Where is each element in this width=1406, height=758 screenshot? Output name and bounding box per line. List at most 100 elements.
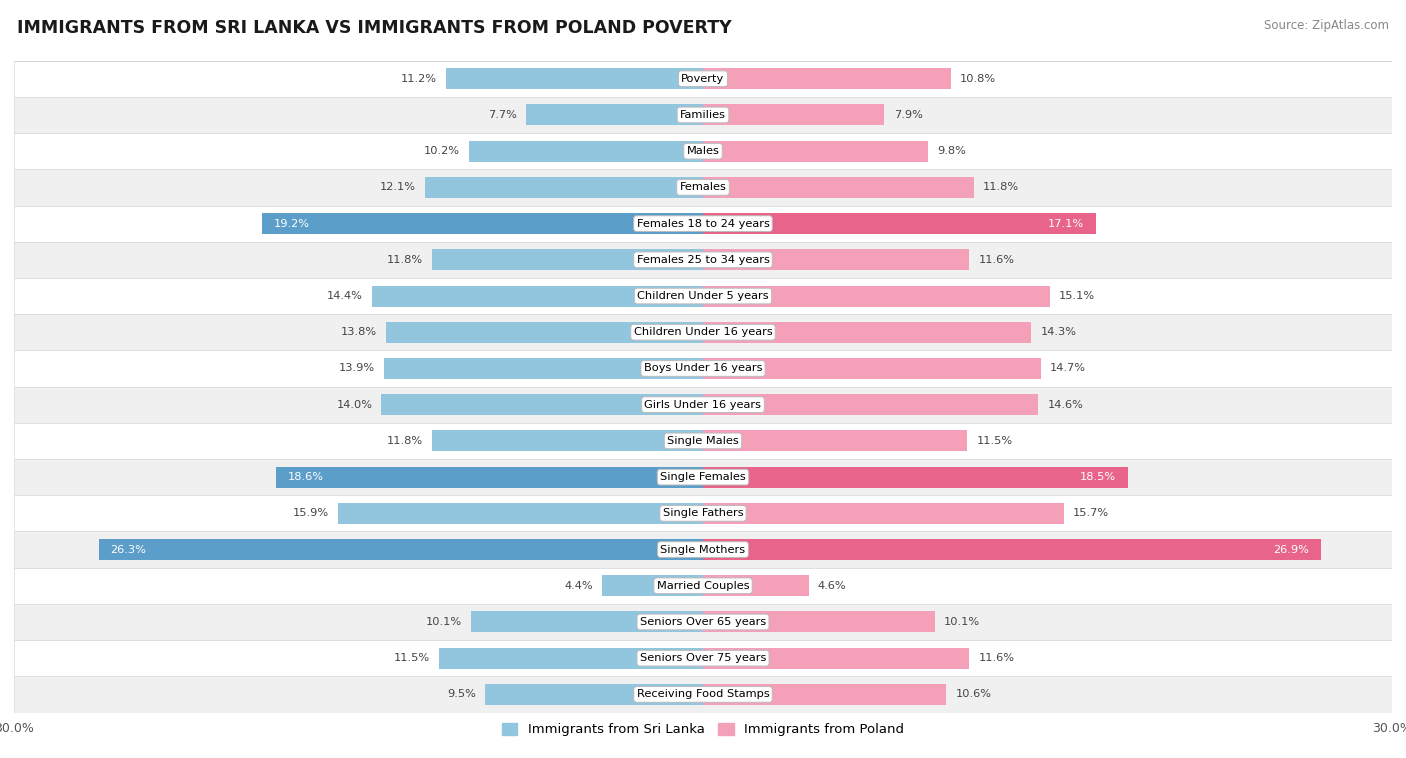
Text: 10.8%: 10.8% (960, 74, 997, 83)
Bar (703, 68, 950, 89)
Text: 15.9%: 15.9% (292, 509, 329, 518)
Text: 4.4%: 4.4% (564, 581, 593, 590)
Bar (468, 141, 703, 161)
Text: 12.1%: 12.1% (380, 183, 416, 193)
Text: 7.9%: 7.9% (894, 110, 922, 120)
Bar (14, 423, 1392, 459)
Text: Children Under 16 years: Children Under 16 years (634, 327, 772, 337)
Bar (14, 531, 1392, 568)
Text: Married Couples: Married Couples (657, 581, 749, 590)
Bar (703, 612, 935, 632)
Text: 14.0%: 14.0% (336, 399, 373, 409)
Bar (703, 467, 1128, 487)
Text: Receiving Food Stamps: Receiving Food Stamps (637, 690, 769, 700)
Text: Single Mothers: Single Mothers (661, 544, 745, 555)
Text: 11.8%: 11.8% (387, 436, 423, 446)
Bar (439, 647, 703, 669)
Text: 19.2%: 19.2% (274, 218, 309, 229)
Text: Source: ZipAtlas.com: Source: ZipAtlas.com (1264, 19, 1389, 32)
Bar (387, 321, 703, 343)
Text: 7.7%: 7.7% (488, 110, 517, 120)
Bar (703, 431, 967, 452)
Legend: Immigrants from Sri Lanka, Immigrants from Poland: Immigrants from Sri Lanka, Immigrants fr… (496, 718, 910, 742)
Text: Females 18 to 24 years: Females 18 to 24 years (637, 218, 769, 229)
Text: IMMIGRANTS FROM SRI LANKA VS IMMIGRANTS FROM POLAND POVERTY: IMMIGRANTS FROM SRI LANKA VS IMMIGRANTS … (17, 19, 731, 37)
Bar (14, 242, 1392, 278)
Text: 13.9%: 13.9% (339, 364, 374, 374)
Bar (381, 394, 703, 415)
Bar (703, 321, 1032, 343)
Text: 9.8%: 9.8% (938, 146, 966, 156)
Text: Children Under 5 years: Children Under 5 years (637, 291, 769, 301)
Bar (703, 249, 969, 271)
Bar (703, 394, 1038, 415)
Bar (526, 105, 703, 126)
Bar (703, 503, 1063, 524)
Text: 15.1%: 15.1% (1059, 291, 1095, 301)
Bar (703, 647, 969, 669)
Text: 10.1%: 10.1% (426, 617, 461, 627)
Text: 17.1%: 17.1% (1047, 218, 1084, 229)
Text: 26.3%: 26.3% (111, 544, 146, 555)
Bar (262, 213, 703, 234)
Bar (703, 358, 1040, 379)
Text: Males: Males (686, 146, 720, 156)
Text: 11.5%: 11.5% (976, 436, 1012, 446)
Text: Single Males: Single Males (666, 436, 740, 446)
Text: Boys Under 16 years: Boys Under 16 years (644, 364, 762, 374)
Bar (425, 177, 703, 198)
Text: 10.1%: 10.1% (945, 617, 980, 627)
Text: 4.6%: 4.6% (818, 581, 846, 590)
Text: 14.7%: 14.7% (1050, 364, 1085, 374)
Bar (14, 61, 1392, 97)
Text: 11.2%: 11.2% (401, 74, 437, 83)
Text: 11.5%: 11.5% (394, 653, 430, 663)
Bar (703, 177, 974, 198)
Bar (14, 169, 1392, 205)
Text: Females: Females (679, 183, 727, 193)
Bar (703, 286, 1050, 306)
Bar (446, 68, 703, 89)
Bar (14, 278, 1392, 314)
Bar (14, 314, 1392, 350)
Text: 15.7%: 15.7% (1073, 509, 1109, 518)
Bar (14, 568, 1392, 604)
Bar (703, 539, 1320, 560)
Bar (14, 205, 1392, 242)
Text: 26.9%: 26.9% (1274, 544, 1309, 555)
Bar (703, 141, 928, 161)
Text: 18.5%: 18.5% (1080, 472, 1116, 482)
Bar (485, 684, 703, 705)
Bar (703, 684, 946, 705)
Text: 11.8%: 11.8% (387, 255, 423, 265)
Text: Seniors Over 75 years: Seniors Over 75 years (640, 653, 766, 663)
Text: Single Females: Single Females (661, 472, 745, 482)
Bar (14, 676, 1392, 713)
Bar (14, 459, 1392, 495)
Bar (14, 350, 1392, 387)
Text: 10.6%: 10.6% (956, 690, 991, 700)
Bar (14, 640, 1392, 676)
Text: 14.6%: 14.6% (1047, 399, 1084, 409)
Text: 11.6%: 11.6% (979, 653, 1015, 663)
Text: 11.6%: 11.6% (979, 255, 1015, 265)
Bar (14, 604, 1392, 640)
Text: Single Fathers: Single Fathers (662, 509, 744, 518)
Text: 14.3%: 14.3% (1040, 327, 1077, 337)
Bar (471, 612, 703, 632)
Bar (337, 503, 703, 524)
Text: Families: Families (681, 110, 725, 120)
Bar (98, 539, 703, 560)
Text: 10.2%: 10.2% (423, 146, 460, 156)
Bar (14, 133, 1392, 169)
Text: Females 25 to 34 years: Females 25 to 34 years (637, 255, 769, 265)
Text: Girls Under 16 years: Girls Under 16 years (644, 399, 762, 409)
Text: 18.6%: 18.6% (287, 472, 323, 482)
Bar (602, 575, 703, 597)
Bar (14, 495, 1392, 531)
Bar (703, 105, 884, 126)
Text: 11.8%: 11.8% (983, 183, 1019, 193)
Text: Seniors Over 65 years: Seniors Over 65 years (640, 617, 766, 627)
Bar (703, 213, 1095, 234)
Bar (373, 286, 703, 306)
